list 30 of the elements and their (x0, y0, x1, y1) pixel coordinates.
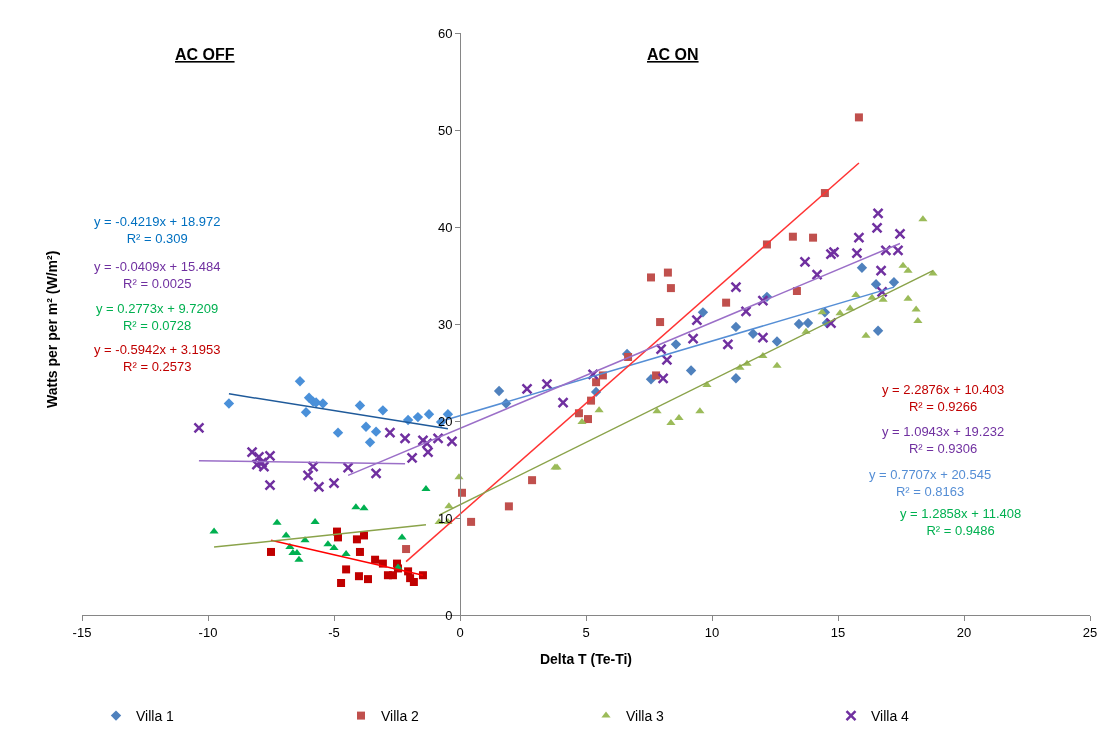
legend-label: Villa 3 (626, 708, 665, 725)
y-tick-label: 50 (437, 122, 453, 138)
annotation: AC ON (647, 46, 699, 63)
annotation: y = 2.2876x + 10.403 R² = 0.9266 (882, 382, 1005, 414)
y-tick-label: 0 (445, 607, 453, 623)
x-tick-label: 0 (456, 624, 464, 640)
x-tick-label: -15 (72, 624, 92, 640)
x-tick-label: 25 (1082, 624, 1098, 640)
y-tick-label: 40 (437, 219, 453, 235)
x-tick-label: -5 (328, 624, 340, 640)
x-tick-label: 10 (704, 624, 720, 640)
x-tick-label: 20 (956, 624, 972, 640)
x-tick-label: 15 (830, 624, 846, 640)
y-tick-label: 30 (437, 316, 453, 332)
x-tick-label: 5 (582, 624, 590, 640)
y-tick-label: 60 (437, 25, 453, 41)
y-axis-title: Watts per per m² (W/m²) (44, 250, 60, 408)
annotation: y = -0.0409x + 15.484 R² = 0.0025 (94, 259, 221, 291)
annotation: y = -0.4219x + 18.972 R² = 0.309 (94, 214, 221, 246)
annotation: y = 1.2858x + 11.408 R² = 0.9486 (900, 506, 1022, 538)
legend-label: Villa 4 (871, 708, 910, 725)
annotation: AC OFF (175, 46, 235, 63)
legend-label: Villa 1 (136, 708, 175, 725)
legend-label: Villa 2 (381, 708, 420, 725)
annotation: y = 0.2773x + 9.7209 R² = 0.0728 (96, 301, 219, 333)
annotation: y = 0.7707x + 20.545 R² = 0.8163 (869, 467, 992, 499)
x-axis-title: Delta T (Te-Ti) (539, 650, 633, 667)
annotation: y = 1.0943x + 19.232 R² = 0.9306 (882, 424, 1005, 456)
annotation: y = -0.5942x + 3.1953 R² = 0.2573 (94, 342, 221, 374)
x-tick-label: -10 (198, 624, 218, 640)
